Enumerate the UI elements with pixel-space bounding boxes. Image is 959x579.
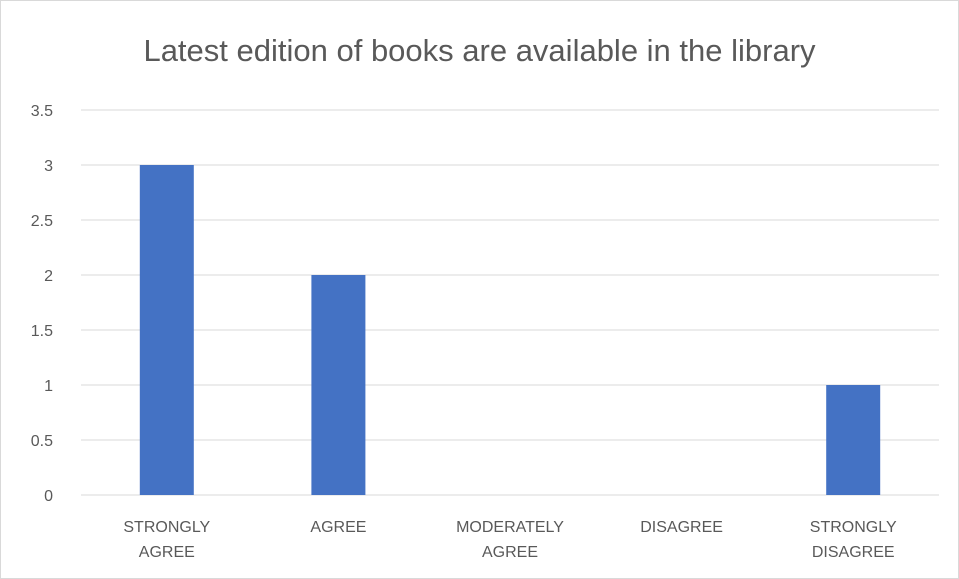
y-axis-ticks: 0 0.5 1 1.5 2 2.5 3 3.5 [31,103,53,505]
x-category-label: STRONGLY AGREE [123,519,210,561]
y-tick-label: 1.5 [31,323,53,340]
x-category-label: AGREE [310,519,366,536]
y-tick-label: 3 [44,158,53,175]
chart-title: Latest edition of books are available in… [143,33,816,68]
x-category-label: MODERATELY AGREE [456,519,564,561]
y-tick-label: 3.5 [31,103,53,120]
x-category-label-line: MODERATELY [456,519,564,536]
x-category-label: DISAGREE [640,519,723,536]
x-category-label: STRONGLY DISAGREE [810,519,897,561]
y-tick-label: 1 [44,378,53,395]
y-tick-label: 0 [44,488,53,505]
y-tick-label: 0.5 [31,433,53,450]
x-category-label-line: AGREE [482,544,538,561]
x-category-label-line: STRONGLY [810,519,897,536]
bars [139,165,881,495]
x-category-label-line: AGREE [139,544,195,561]
y-tick-label: 2 [44,268,53,285]
bar [826,385,881,495]
bar [311,275,366,495]
x-category-label-line: DISAGREE [640,519,723,536]
x-category-label-line: DISAGREE [812,544,895,561]
bar [139,165,194,495]
x-axis-categories: STRONGLY AGREE AGREE MODERATELY AGREE DISAGRE… [123,519,897,561]
x-category-label-line: STRONGLY [123,519,210,536]
x-category-label-line: AGREE [310,519,366,536]
gridlines [81,109,939,496]
y-tick-label: 2.5 [31,213,53,230]
